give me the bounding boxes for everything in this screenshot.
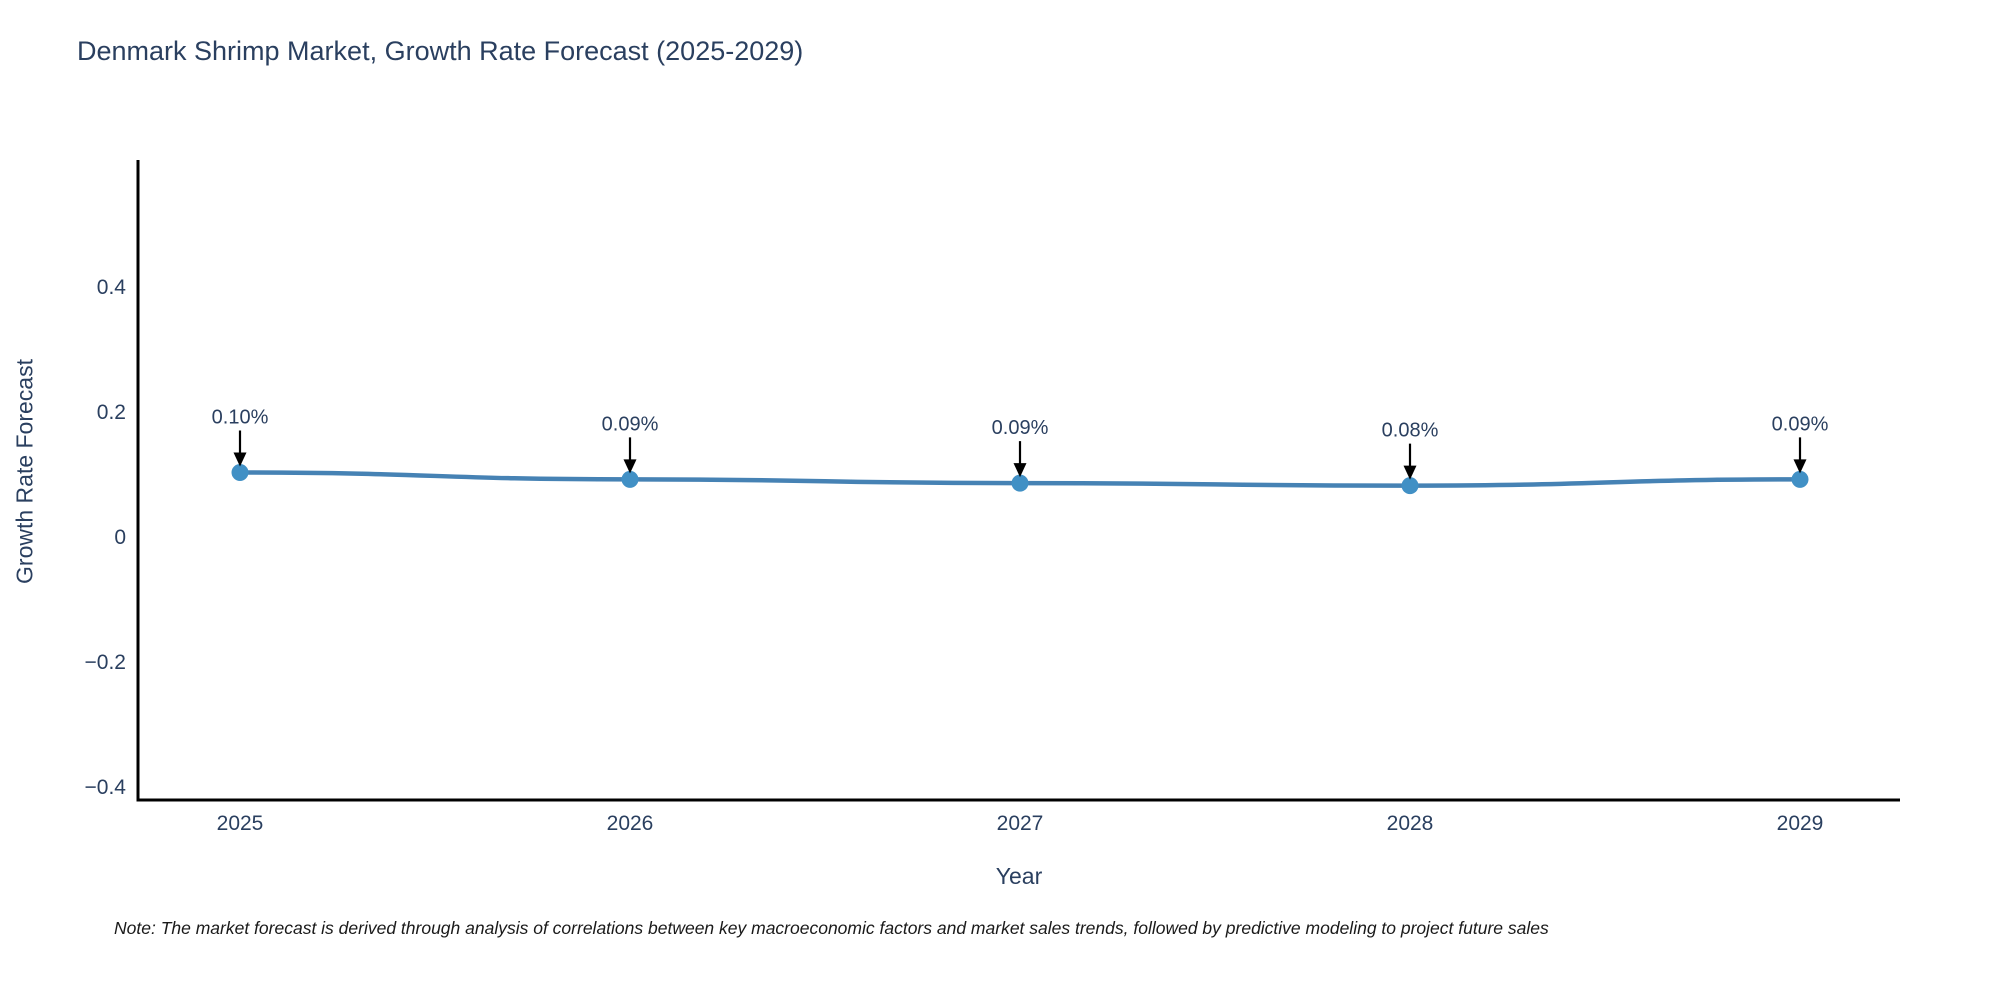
x-tick-label: 2027 — [997, 812, 1044, 835]
annotation-arrow-head — [1013, 463, 1027, 478]
data-point[interactable] — [1011, 474, 1029, 492]
data-point-label: 0.10% — [212, 407, 269, 429]
data-point[interactable] — [1401, 477, 1419, 495]
y-tick-label: 0 — [114, 526, 126, 549]
data-point[interactable] — [621, 470, 639, 488]
x-axis-title: Year — [995, 863, 1043, 889]
data-point-label: 0.09% — [602, 413, 659, 435]
annotation-arrow-head — [233, 452, 247, 467]
data-point-label: 0.08% — [1382, 420, 1439, 442]
chart-title: Denmark Shrimp Market, Growth Rate Forec… — [77, 36, 804, 66]
chart-footnote: Note: The market forecast is derived thr… — [114, 918, 1549, 938]
x-tick-label: 2026 — [607, 812, 654, 835]
annotation-arrow-head — [623, 459, 637, 474]
x-tick-label: 2028 — [1387, 812, 1434, 835]
y-axis-title: Growth Rate Forecast — [11, 359, 38, 584]
y-tick-label: 0.2 — [97, 401, 126, 424]
y-tick-label: −0.4 — [85, 776, 127, 799]
data-point-label: 0.09% — [1772, 413, 1829, 435]
x-tick-label: 2025 — [217, 812, 264, 835]
annotation-arrow-head — [1793, 459, 1807, 474]
data-point[interactable] — [231, 464, 249, 481]
annotation-arrow-head — [1403, 465, 1417, 480]
data-point-label: 0.09% — [992, 417, 1049, 439]
y-tick-label: −0.2 — [85, 651, 126, 674]
y-tick-label: 0.4 — [97, 276, 127, 299]
x-tick-label: 2029 — [1777, 812, 1824, 835]
data-point[interactable] — [1791, 470, 1809, 488]
